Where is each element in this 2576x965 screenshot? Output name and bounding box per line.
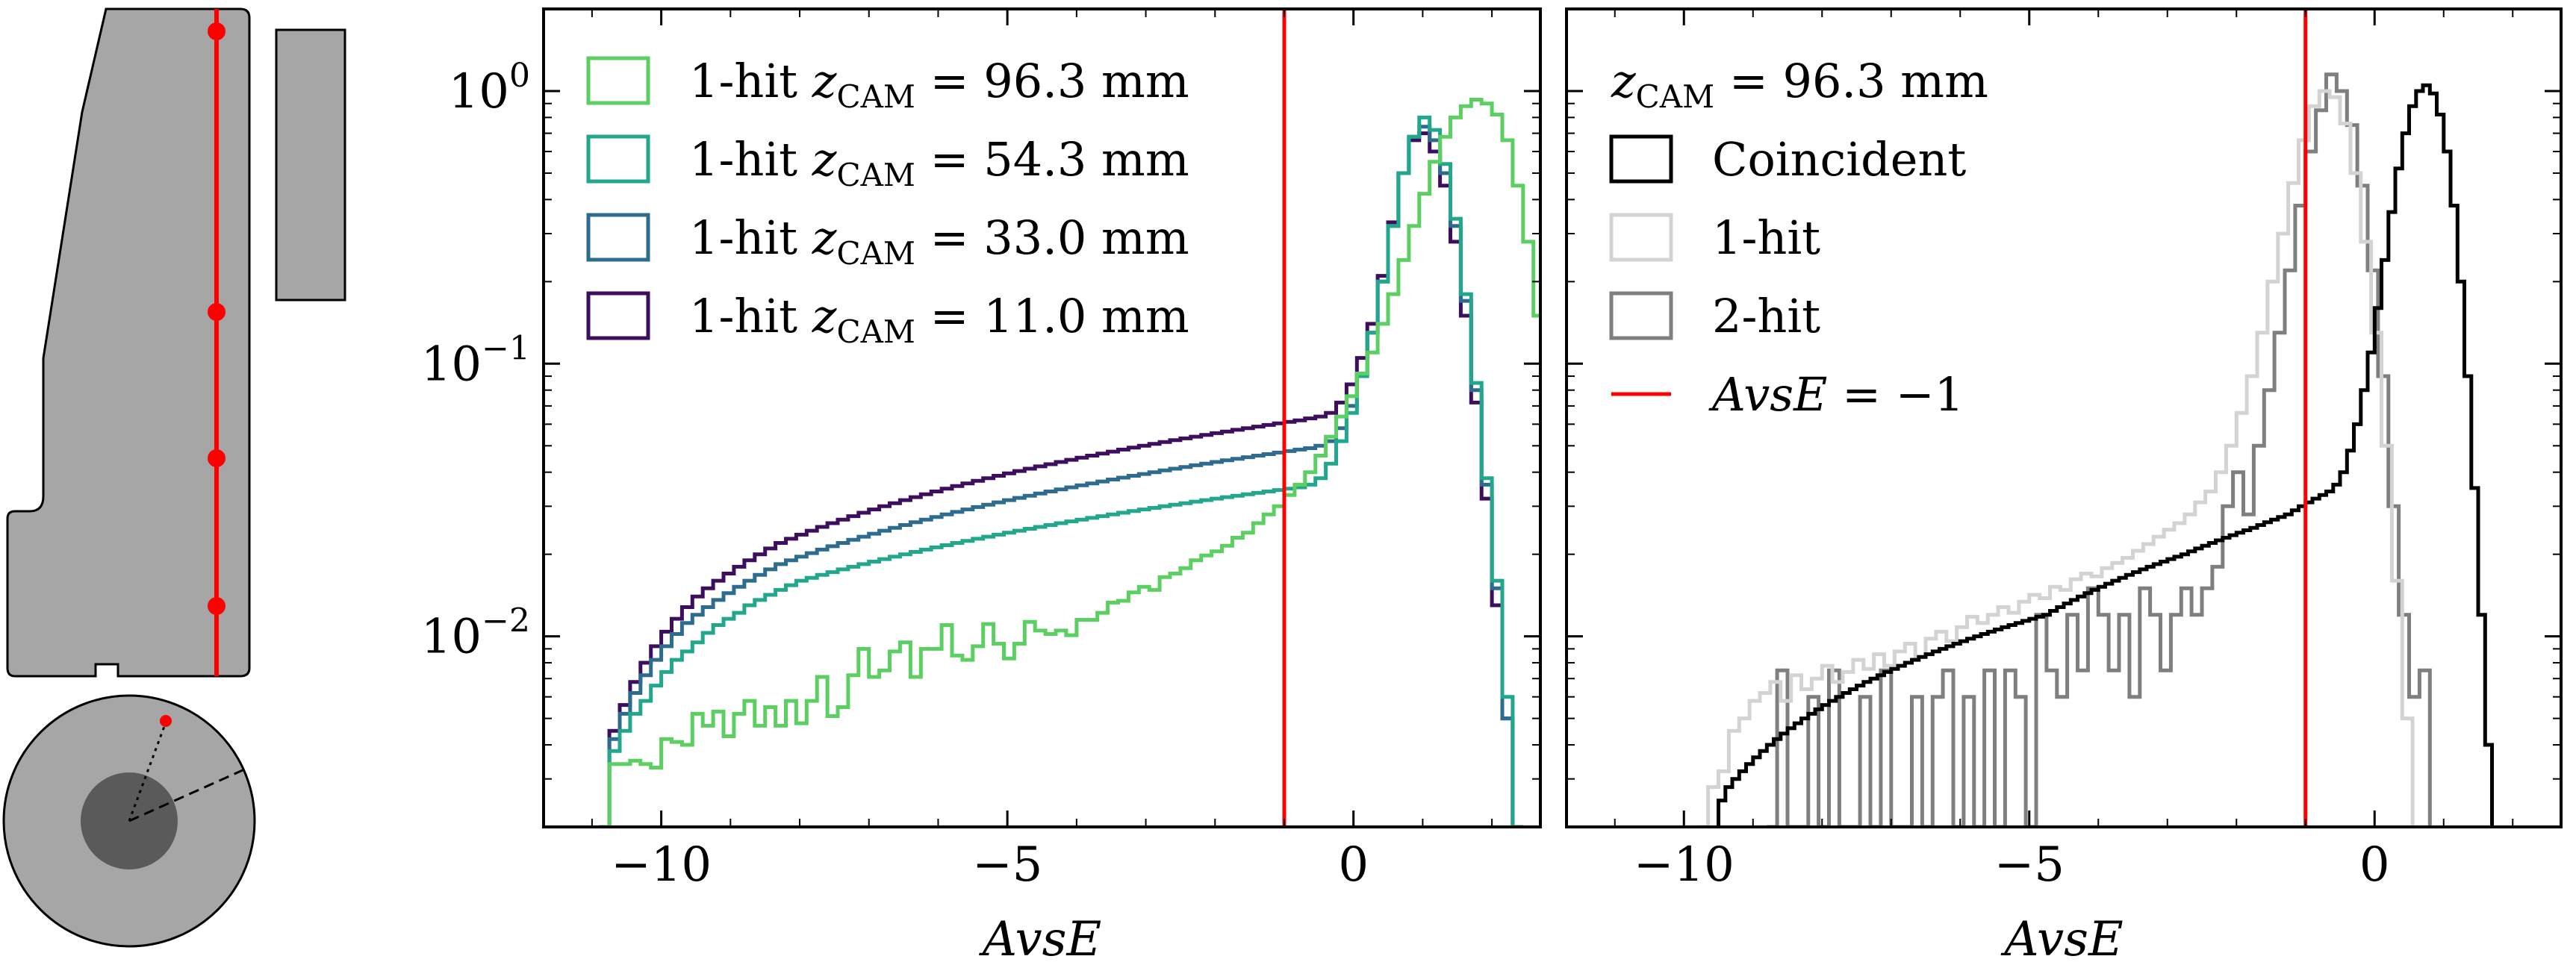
x-tick-label: −10 (611, 837, 712, 893)
source-position-marker (208, 449, 225, 467)
axes-frame-right (1565, 7, 2563, 828)
panel-left: −10 −5 0 100 10−1 10−2 AvsE 1-hit zCAM = 96.3… (421, 7, 1542, 965)
detector-schematic (2, 7, 346, 948)
x-tick-label: −10 (1634, 837, 1735, 893)
legend-swatch (1609, 291, 1673, 340)
legend-right: zCAM = 96.3 mm Coincident 1-hit 2-hit AvsE =… (1609, 54, 1988, 422)
legend-entry-label: 1-hit zCAM = 96.3 mm (689, 54, 1189, 115)
radius-dotted-line (128, 722, 167, 822)
legend-swatch (1609, 213, 1673, 262)
legend-swatch (586, 134, 650, 184)
tick-labels-right: −10 −5 0 (1634, 837, 2390, 893)
legend-swatch (1609, 134, 1673, 184)
legend-entry-label: 1-hit zCAM = 33.0 mm (689, 210, 1189, 272)
detector-side-view (6, 7, 251, 678)
x-axis-label-left: AvsE (979, 912, 1101, 965)
y-tick-label: 10−1 (421, 329, 530, 392)
legend-left: 1-hit zCAM = 96.3 mm 1-hit zCAM = 54.3 mm… (586, 54, 1189, 350)
legend-entry-label: AvsE = −1 (1708, 367, 1964, 422)
ticks-left (544, 8, 1540, 828)
plot-area-right (1697, 9, 2494, 827)
source-top-marker (160, 715, 172, 727)
source-position-marker (208, 22, 225, 40)
series-gray-histogram (1767, 72, 2432, 827)
x-tick-label: −5 (972, 837, 1042, 893)
legend-entry-label: 1-hit zCAM = 54.3 mm (689, 132, 1189, 193)
x-tick-label: 0 (1338, 837, 1369, 893)
legend-swatch (586, 291, 650, 340)
y-tick-label: 100 (449, 57, 530, 119)
series-green-histogram (599, 98, 1540, 827)
tick-labels-left: −10 −5 0 100 10−1 10−2 (421, 57, 1369, 893)
source-position-marker (208, 303, 225, 321)
legend-title: zCAM = 96.3 mm (1611, 54, 1988, 115)
legend-swatch (586, 56, 650, 105)
x-axis-label-right: AvsE (2000, 912, 2123, 965)
y-tick-label: 10−2 (421, 602, 530, 665)
radius-dashed-line (128, 769, 243, 822)
legend-entry-label: 2-hit (1712, 289, 1820, 343)
legend-entry-label: 1-hit zCAM = 11.0 mm (689, 289, 1189, 350)
x-tick-label: −5 (1994, 837, 2065, 893)
panel-right: −10 −5 0 AvsE zCAM = 96.3 mm Coincident 1-hi… (1565, 7, 2563, 965)
ticks-right (1567, 8, 2561, 828)
legend-swatch (586, 213, 650, 262)
plot-area-left (599, 9, 1540, 827)
series-black-histogram (1717, 83, 2494, 827)
x-tick-label: 0 (2359, 837, 2390, 893)
detector-side-block (275, 28, 346, 302)
legend-entry-label: Coincident (1712, 132, 1966, 187)
axes-frame-left (542, 7, 1542, 828)
series-lightgray-histogram (1697, 89, 2415, 827)
source-position-marker (208, 597, 225, 615)
legend-entry-label: 1-hit (1712, 210, 1820, 265)
